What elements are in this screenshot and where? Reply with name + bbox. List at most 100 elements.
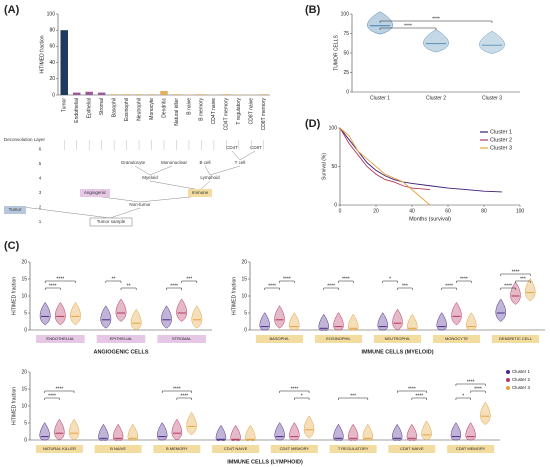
node-label: Mononuclear: [161, 160, 188, 165]
connector: [209, 165, 241, 176]
significance-label: *: [462, 393, 464, 399]
x-tick-label: Natural killer: [174, 98, 180, 126]
significance-bracket: [470, 390, 486, 393]
y-tick-label: 20: [49, 76, 55, 82]
violin: [466, 312, 477, 331]
significance-bracket: [120, 287, 137, 290]
x-tick-label: CD4T MEMORY: [280, 446, 310, 451]
legend-label: Cluster 2: [512, 377, 531, 382]
y-tick-label: 80: [49, 28, 55, 34]
x-tick-label: 60: [445, 208, 451, 214]
x-tick-label: 20: [373, 208, 379, 214]
significance-bracket: [44, 397, 60, 400]
bar: [147, 94, 156, 95]
y-tick-label: 10: [21, 293, 27, 299]
violin: [191, 305, 203, 329]
violin: [436, 312, 447, 331]
x-axis-label: IMMUNE CELLS (MYELOID): [361, 349, 433, 355]
violin: [54, 301, 66, 326]
significance-bracket: [44, 287, 61, 290]
bar: [110, 94, 118, 95]
violin: [176, 298, 188, 322]
x-tick-label: Epithelial: [87, 98, 93, 118]
violin: [362, 423, 374, 441]
significance-label: ****: [432, 16, 440, 22]
violin: [186, 411, 197, 436]
significance-label: ****: [467, 379, 475, 385]
bar: [85, 91, 93, 95]
violin: [377, 312, 388, 331]
panel-label: (B): [305, 4, 321, 16]
significance-bracket: [44, 280, 76, 283]
connector: [149, 180, 201, 191]
violin: [274, 422, 285, 441]
significance-bracket: [338, 280, 354, 283]
violin: [347, 423, 359, 441]
violin: [392, 308, 403, 331]
x-tick-label: CD8T MEMORY: [456, 446, 486, 451]
legend-label: Cluster 1: [490, 129, 512, 135]
significance-bracket: [382, 280, 398, 283]
significance-label: *: [389, 276, 391, 282]
violin: [479, 30, 505, 54]
connector: [204, 165, 211, 176]
violin: [70, 301, 81, 326]
node-label: Myeloid: [142, 175, 158, 180]
y-tick-label: 100: [341, 11, 350, 17]
violin: [451, 301, 462, 326]
category-band: [447, 445, 495, 453]
significance-bracket: [455, 383, 486, 386]
category-band: [157, 335, 206, 343]
bar: [222, 94, 231, 95]
survival-line: [339, 127, 431, 191]
violin: [68, 418, 80, 441]
y-tick-label: 5: [24, 310, 27, 316]
category-band: [96, 335, 146, 343]
panel-label: (C): [4, 240, 20, 252]
y-axis-label: HiTIMED fraction: [11, 277, 17, 315]
significance-bracket: [500, 273, 531, 276]
category-band: [329, 445, 377, 453]
violin: [525, 278, 536, 302]
connector: [231, 150, 241, 161]
x-tick-label: CD4T naive: [211, 98, 217, 125]
node-label: Granulocyte: [121, 160, 146, 165]
significance-label: ***: [402, 283, 408, 289]
node-label: Immune: [192, 190, 209, 195]
significance-bracket: [166, 287, 182, 290]
significance-label: ****: [283, 276, 291, 282]
y-tick-label: 100: [329, 125, 338, 131]
bar: [122, 94, 131, 95]
violin: [245, 424, 256, 442]
node-label: Tumor sample: [97, 219, 126, 224]
y-tick-label: 15: [21, 276, 27, 282]
violin: [391, 423, 403, 441]
y-tick-label: 20: [241, 259, 247, 265]
connector: [199, 180, 211, 191]
violin: [39, 301, 51, 326]
y-tick-label: 0: [24, 327, 27, 333]
violin: [423, 29, 449, 53]
x-tick-label: B NAIVE: [110, 446, 126, 451]
violin: [303, 415, 315, 439]
x-tick-label: Cluster 3: [482, 95, 502, 101]
significance-bracket: [105, 280, 122, 283]
x-tick-label: ENDOTHELIAL: [46, 336, 75, 341]
x-tick-label: T REGULATORY: [338, 446, 369, 451]
bar: [172, 94, 181, 95]
y-axis-label: TUMOR CELLS: [333, 35, 339, 71]
violin: [274, 305, 285, 329]
significance-label: ****: [342, 276, 350, 282]
node-label: Non-tumor: [129, 202, 151, 207]
violin: [333, 423, 344, 441]
x-axis-label: IMMUNE CELLS (LYMPHOID): [227, 459, 303, 465]
category-band: [255, 335, 304, 343]
connector: [14, 205, 111, 219]
significance-label: ****: [445, 283, 453, 289]
y-tick-label: 10: [241, 293, 247, 299]
y-tick-label: 0: [346, 89, 349, 95]
significance-bracket: [441, 287, 457, 290]
connector: [149, 165, 173, 176]
significance-label: ****: [49, 283, 57, 289]
